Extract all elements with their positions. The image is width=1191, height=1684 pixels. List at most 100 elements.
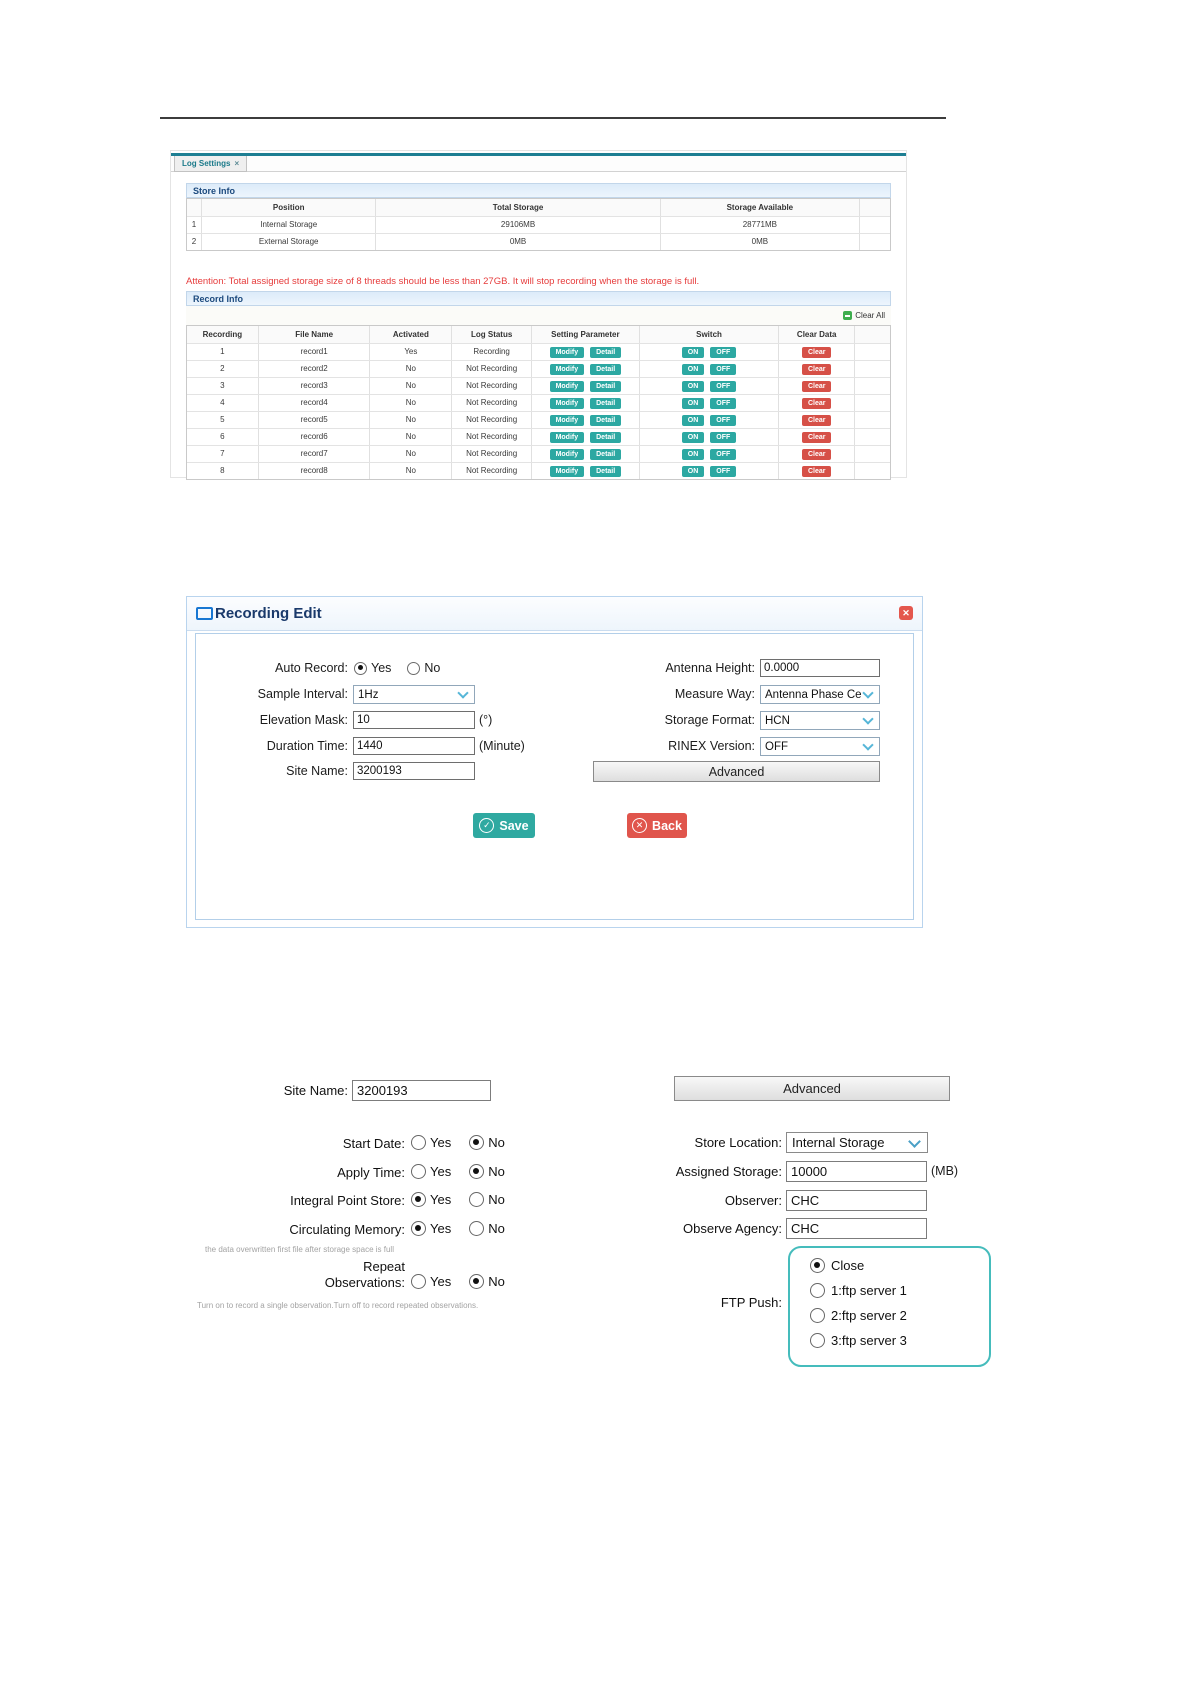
detail-button[interactable]: Detail [590,431,622,443]
recording-edit-dialog: Recording Edit ✕ Auto Record: Yes No Sam… [186,596,923,928]
save-button[interactable]: ✓ Save [473,813,535,838]
clear-button[interactable]: Clear [801,448,832,460]
select-value: Antenna Phase Ce [765,688,862,701]
on-button[interactable]: ON [681,448,705,460]
option-label: No [488,1221,505,1236]
ftp-option-server-3[interactable]: 3:ftp server 3 [810,1333,907,1348]
on-button[interactable]: ON [681,465,705,477]
off-button[interactable]: OFF [710,363,737,375]
detail-button[interactable]: Detail [590,448,622,460]
apply-time-no-option[interactable]: No [469,1164,505,1179]
option-label: 1:ftp server 1 [831,1283,907,1298]
circulating-memory-no-option[interactable]: No [469,1221,505,1236]
clear-button[interactable]: Clear [801,363,832,375]
clear-button[interactable]: Clear [801,346,832,358]
modify-button[interactable]: Modify [549,346,585,358]
extra-cell [855,412,890,428]
radio-icon [407,661,421,675]
observer-input[interactable] [786,1190,927,1211]
chevron-down-icon [862,739,874,751]
clear-button[interactable]: Clear [801,397,832,409]
off-button[interactable]: OFF [710,414,737,426]
advanced-button[interactable]: Advanced [674,1076,950,1101]
modify-button[interactable]: Modify [549,397,585,409]
tab-log-settings[interactable]: Log Settings × [174,156,248,172]
modify-button[interactable]: Modify [549,414,585,426]
duration-time-input[interactable] [353,737,475,755]
tab-strip: Log Settings × [171,156,906,172]
detail-button[interactable]: Detail [590,346,622,358]
auto-record-radio-group: Yes No [354,659,440,677]
auto-record-no-option[interactable]: No [407,661,440,675]
integral-point-no-option[interactable]: No [469,1192,505,1207]
off-button[interactable]: OFF [710,397,737,409]
off-button[interactable]: OFF [710,431,737,443]
elevation-mask-input[interactable] [353,711,475,729]
circulating-memory-yes-option[interactable]: Yes [411,1221,451,1236]
modify-button[interactable]: Modify [549,448,585,460]
on-button[interactable]: ON [681,380,705,392]
start-date-no-option[interactable]: No [469,1135,505,1150]
setting-parameter-cell: Modify Detail [532,412,640,428]
apply-time-yes-option[interactable]: Yes [411,1164,451,1179]
off-button[interactable]: OFF [710,465,737,477]
ftp-option-server-1[interactable]: 1:ftp server 1 [810,1283,907,1298]
extra-cell [860,217,890,233]
measure-way-select[interactable]: Antenna Phase Ce [760,685,880,704]
modify-button[interactable]: Modify [549,363,585,375]
activated: No [370,361,453,377]
clear-button[interactable]: Clear [801,414,832,426]
site-name-input[interactable] [352,1080,491,1101]
antenna-height-label: Antenna Height: [665,661,755,675]
advanced-button[interactable]: Advanced [593,761,880,782]
record-number: 7 [187,446,259,462]
log-status: Recording [452,344,533,360]
store-location-select[interactable]: Internal Storage [786,1132,928,1153]
clear-all-button[interactable]: Clear All [843,311,885,320]
clear-button[interactable]: Clear [801,465,832,477]
ftp-option-server-2[interactable]: 2:ftp server 2 [810,1308,907,1323]
clear-button[interactable]: Clear [801,431,832,443]
tab-close-icon[interactable]: × [234,158,240,168]
detail-button[interactable]: Detail [590,380,622,392]
observe-agency-input[interactable] [786,1218,927,1239]
x-circle-icon: ✕ [632,818,648,833]
off-button[interactable]: OFF [710,380,737,392]
integral-point-yes-option[interactable]: Yes [411,1192,451,1207]
detail-button[interactable]: Detail [590,397,622,409]
site-name-input[interactable] [353,762,475,780]
auto-record-yes-option[interactable]: Yes [354,661,391,675]
repeat-observations-yes-option[interactable]: Yes [411,1274,451,1289]
off-button[interactable]: OFF [710,346,737,358]
assigned-storage-input[interactable] [786,1161,927,1182]
clear-button[interactable]: Clear [801,380,832,392]
setting-parameter-cell: Modify Detail [532,429,640,445]
antenna-height-input[interactable] [760,659,880,677]
repeat-observations-label-line1: Repeat [363,1259,405,1274]
on-button[interactable]: ON [681,397,705,409]
elevation-mask-label: Elevation Mask: [259,713,348,727]
dialog-close-icon[interactable]: ✕ [899,606,913,620]
back-button[interactable]: ✕ Back [627,813,687,838]
on-button[interactable]: ON [681,431,705,443]
detail-button[interactable]: Detail [590,465,622,477]
store-header-num [187,199,202,216]
off-button[interactable]: OFF [710,448,737,460]
on-button[interactable]: ON [681,346,705,358]
on-button[interactable]: ON [681,414,705,426]
storage-format-select[interactable]: HCN [760,711,880,730]
repeat-observations-no-option[interactable]: No [469,1274,505,1289]
detail-button[interactable]: Detail [590,363,622,375]
modify-button[interactable]: Modify [549,431,585,443]
on-button[interactable]: ON [681,363,705,375]
detail-button[interactable]: Detail [590,414,622,426]
start-date-yes-option[interactable]: Yes [411,1135,451,1150]
ftp-option-close[interactable]: Close [810,1258,864,1273]
rinex-version-select[interactable]: OFF [760,737,880,756]
table-row: 8 record8 No Not Recording Modify Detail… [187,463,890,479]
modify-button[interactable]: Modify [549,465,585,477]
modify-button[interactable]: Modify [549,380,585,392]
sample-interval-select[interactable]: 1Hz [353,685,475,704]
table-row: 6 record6 No Not Recording Modify Detail… [187,429,890,446]
apply-time-label: Apply Time: [337,1165,405,1180]
